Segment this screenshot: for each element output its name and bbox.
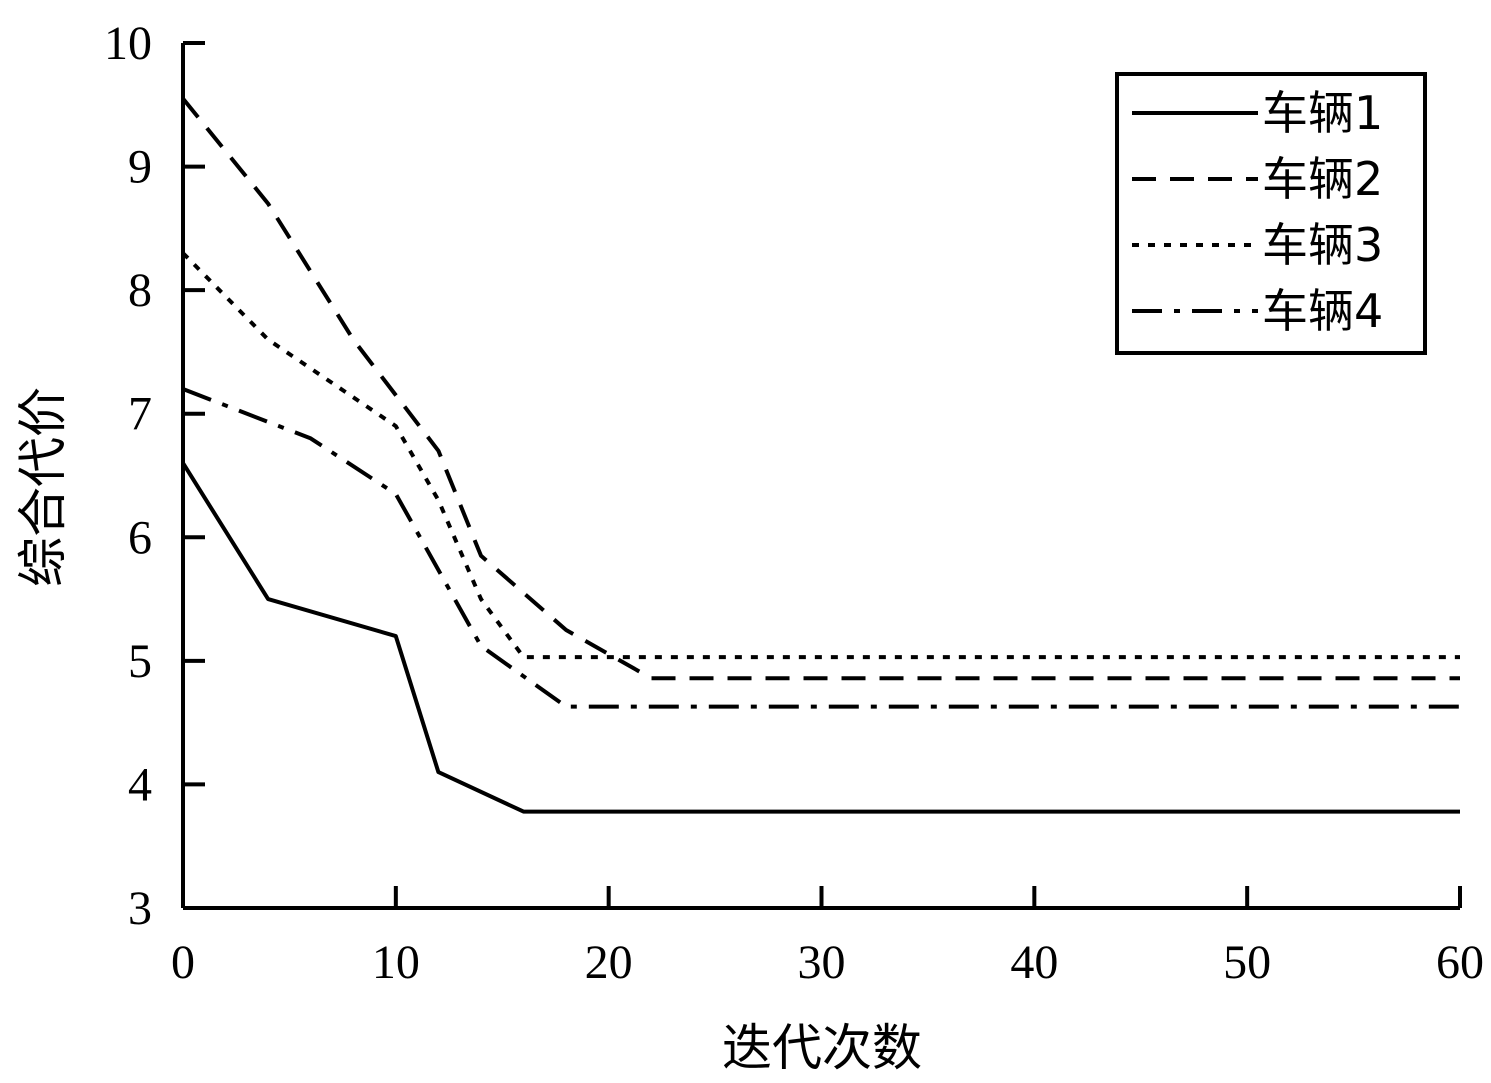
legend-label-2: 车辆2 — [1262, 152, 1383, 206]
x-tick-label: 20 — [585, 936, 633, 989]
y-tick-label: 5 — [128, 635, 152, 688]
x-tick-label: 60 — [1436, 936, 1484, 989]
x-tick-label: 30 — [798, 936, 846, 989]
legend-label-4: 车辆4 — [1262, 284, 1383, 338]
legend-label-3: 车辆3 — [1262, 218, 1383, 272]
x-tick-label: 50 — [1223, 936, 1271, 989]
y-tick-label: 10 — [104, 17, 152, 70]
y-tick-label: 3 — [128, 882, 152, 935]
x-tick-label: 0 — [171, 936, 195, 989]
y-tick-label: 7 — [128, 388, 152, 441]
legend-label-1: 车辆1 — [1262, 86, 1383, 140]
legend-box — [1115, 72, 1427, 355]
series-line-2 — [181, 97, 1460, 681]
legend: 车辆1 车辆2 车辆3 车辆4 — [1115, 72, 1427, 355]
y-axis-title: 综合代价 — [14, 387, 72, 587]
y-tick-label: 6 — [128, 511, 152, 564]
series-line-4 — [182, 387, 1460, 709]
x-tick-label: 40 — [1010, 936, 1058, 989]
y-tick-label: 8 — [128, 264, 152, 317]
y-tick-label: 9 — [128, 141, 152, 194]
axes: 0 10 20 30 40 50 60 3 4 5 6 7 8 9 10 — [104, 17, 1484, 989]
series-line-1 — [181, 462, 1460, 814]
x-axis-title: 迭代次数 — [722, 1019, 922, 1077]
series-layer — [181, 97, 1460, 814]
y-tick-label: 4 — [128, 758, 152, 811]
x-tick-label: 10 — [372, 936, 420, 989]
